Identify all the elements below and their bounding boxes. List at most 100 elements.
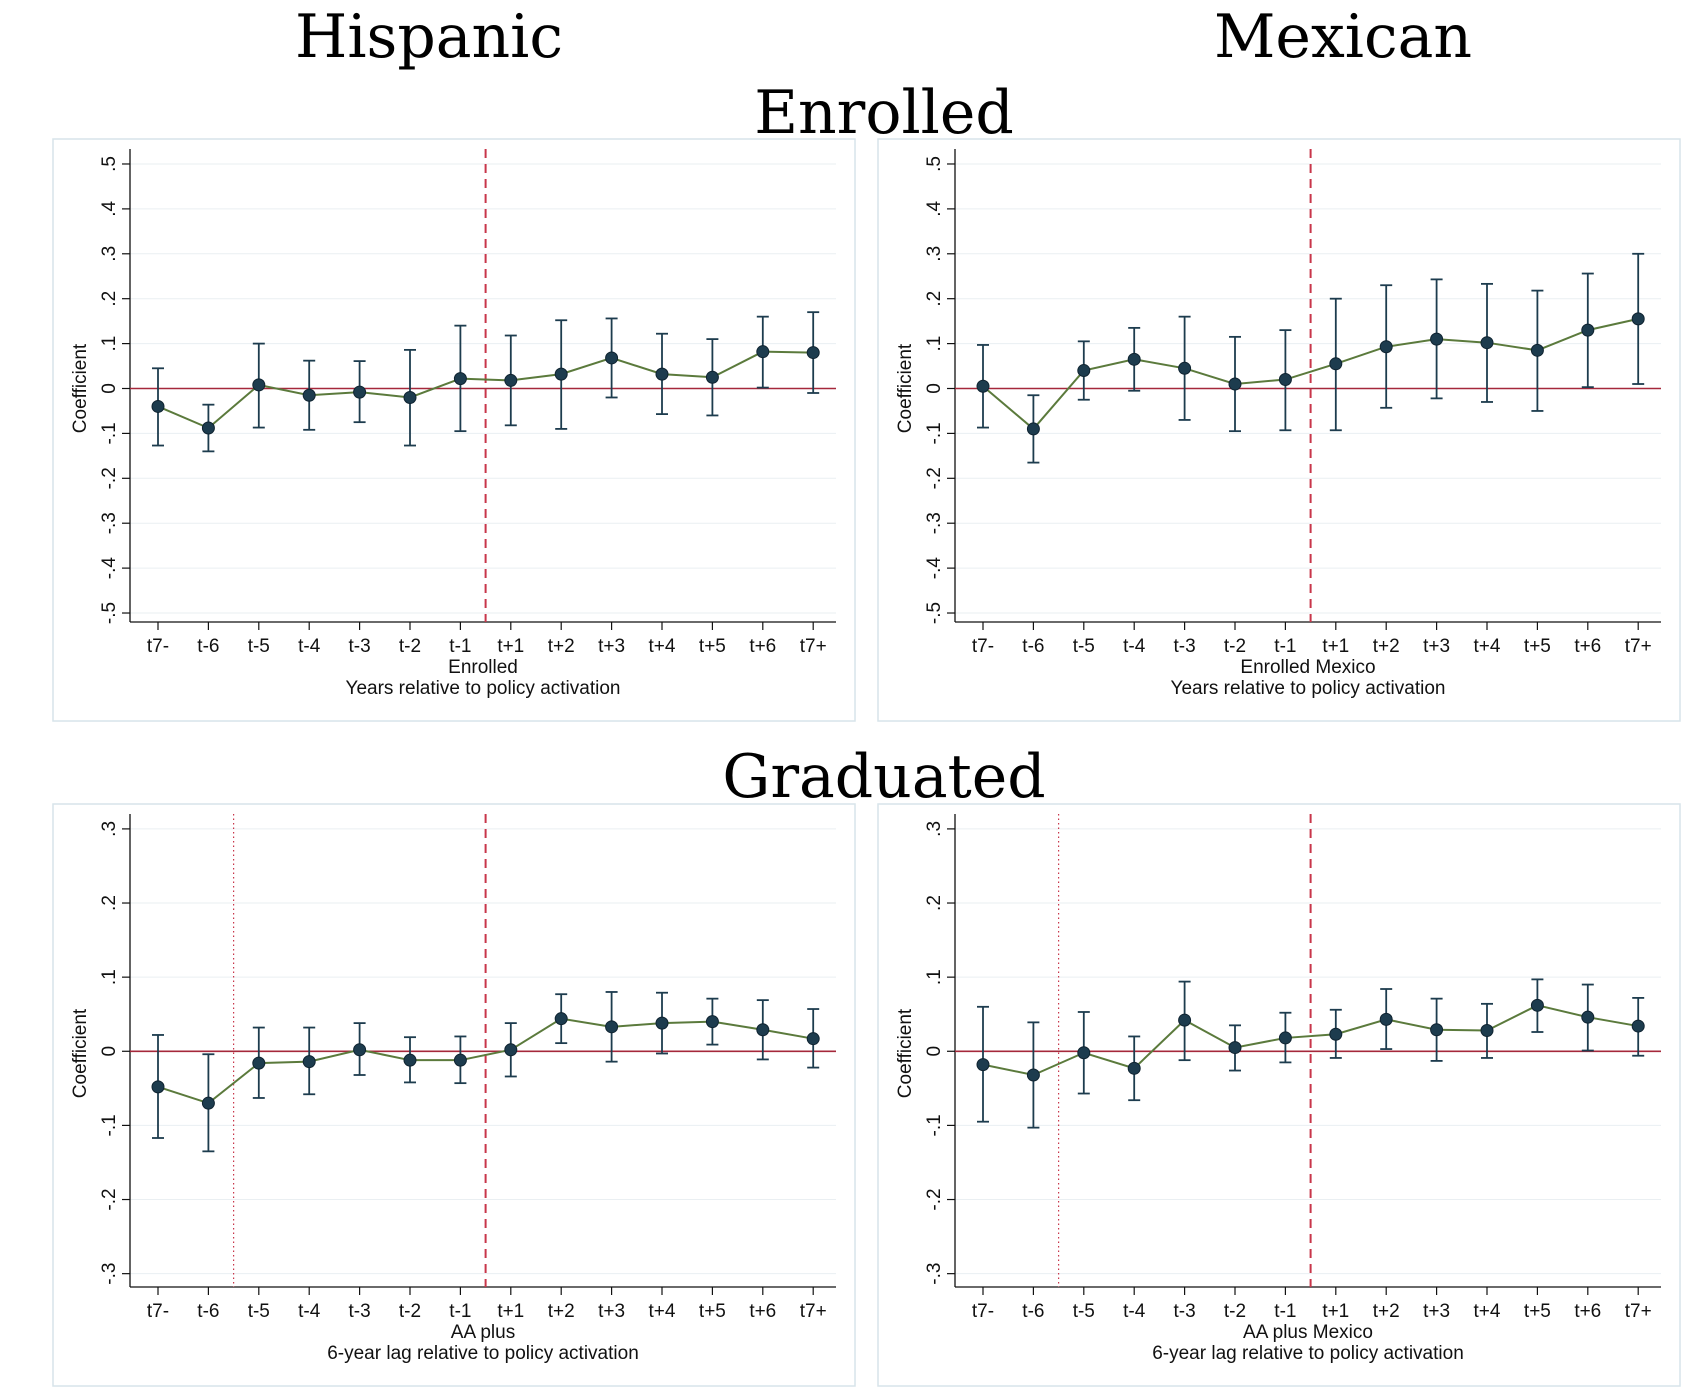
y-tick-label: .1 — [924, 969, 945, 985]
data-point — [1026, 1068, 1040, 1082]
x-tick-label: t-1 — [449, 636, 471, 657]
x-tick-label: t+3 — [598, 1301, 625, 1322]
data-point — [302, 388, 316, 402]
data-point — [1278, 1031, 1292, 1045]
data-point — [1530, 343, 1544, 357]
y-tick-label: -.1 — [99, 1114, 120, 1136]
y-tick-label: .1 — [99, 969, 120, 985]
series-line — [157, 350, 814, 430]
x-tick-label: t+5 — [699, 1301, 726, 1322]
x-tick-label: t-1 — [1274, 1301, 1296, 1322]
x-tick-label: t+1 — [1322, 636, 1349, 657]
x-tick-label: t+3 — [598, 636, 625, 657]
y-axis-label: Coefficient — [895, 343, 916, 433]
heading-graduated: Graduated — [722, 742, 1046, 812]
data-point — [453, 1053, 467, 1067]
y-tick-label: -.4 — [99, 557, 120, 580]
y-tick-label: .2 — [99, 895, 120, 911]
x-tick-label: t-2 — [399, 636, 421, 657]
x-tick-label: t-6 — [1022, 1301, 1044, 1322]
data-point — [1278, 373, 1292, 387]
x-tick-label: t+4 — [649, 1301, 676, 1322]
y-tick-label: .5 — [99, 156, 120, 172]
data-point — [1631, 1019, 1645, 1033]
x-tick-label: t+2 — [548, 1301, 575, 1322]
x-tick-label: t+5 — [1524, 636, 1551, 657]
x-tick-label: t-2 — [1224, 1301, 1246, 1322]
x-tick-label: t7- — [972, 636, 994, 657]
data-point — [453, 372, 467, 386]
y-tick-label: .1 — [99, 336, 120, 352]
x-tick-label: t+4 — [649, 636, 676, 657]
x-tick-label: t+3 — [1423, 1301, 1450, 1322]
y-tick-label: -.5 — [924, 602, 945, 624]
data-point — [1480, 1024, 1494, 1038]
data-point — [302, 1055, 316, 1069]
data-point — [1530, 998, 1544, 1012]
data-point — [403, 1053, 417, 1067]
data-point — [252, 1056, 266, 1070]
data-point — [1026, 422, 1040, 436]
chart-hispanic-enrolled: -.5 -.4 -.3 -.2 -.1 0 .1 .2 .3 .4 .5 t7- t-6 t-5 t-4 t-… — [52, 138, 856, 722]
x-tick-label: t7+ — [800, 636, 827, 657]
x-axis-subtitle: 6-year lag relative to policy activation — [1152, 1343, 1464, 1364]
y-tick-label: .3 — [99, 246, 120, 262]
data-point — [403, 390, 417, 404]
y-tick-label: .4 — [924, 201, 945, 217]
x-axis-label: Enrolled — [448, 657, 518, 678]
x-tick-label: t-5 — [248, 636, 270, 657]
y-tick-label: 0 — [924, 1046, 945, 1057]
x-tick-label: t-4 — [298, 1301, 321, 1322]
data-point — [756, 345, 770, 359]
panel-frame — [52, 138, 856, 722]
data-point — [1430, 1023, 1444, 1037]
x-axis-label: AA plus Mexico — [1243, 1322, 1373, 1343]
y-tick-label: -.2 — [924, 1188, 945, 1210]
y-tick-label: -.3 — [99, 512, 120, 534]
data-point — [1581, 1010, 1595, 1024]
data-point — [1127, 352, 1141, 366]
heading-mexican: Mexican — [1214, 2, 1472, 72]
x-tick-label: t-1 — [1274, 636, 1296, 657]
data-point — [1430, 332, 1444, 346]
data-point — [605, 351, 619, 365]
x-tick-label: t+6 — [1574, 1301, 1601, 1322]
x-tick-label: t7+ — [800, 1301, 827, 1322]
data-point — [756, 1023, 770, 1037]
data-point — [1581, 323, 1595, 337]
data-point — [655, 367, 669, 381]
data-point — [605, 1020, 619, 1034]
y-tick-label: -.3 — [924, 1263, 945, 1285]
data-point — [1127, 1061, 1141, 1075]
x-tick-label: t+2 — [1373, 636, 1400, 657]
data-point — [201, 421, 215, 435]
y-tick-label: -.1 — [99, 422, 120, 444]
x-tick-label: t+5 — [699, 636, 726, 657]
x-tick-label: t+4 — [1474, 1301, 1501, 1322]
data-point — [1228, 1041, 1242, 1055]
data-point — [554, 367, 568, 381]
data-point — [201, 1096, 215, 1110]
x-axis-subtitle: 6-year lag relative to policy activation — [327, 1343, 639, 1364]
x-tick-label: t+3 — [1423, 636, 1450, 657]
data-point — [976, 1058, 990, 1072]
data-point — [353, 385, 367, 399]
chart-hispanic-graduated: -.3 -.2 -.1 0 .1 .2 .3 t7- t-6 t-5 t-4 t-3 t-2 t-1 t+1… — [52, 803, 856, 1387]
y-tick-label: -.2 — [99, 1188, 120, 1210]
x-tick-label: t-2 — [1224, 636, 1246, 657]
y-tick-label: .3 — [99, 821, 120, 837]
heading-enrolled: Enrolled — [754, 78, 1014, 148]
data-point — [806, 1032, 820, 1046]
x-tick-label: t-6 — [197, 636, 219, 657]
x-tick-label: t-2 — [399, 1301, 421, 1322]
x-axis-label: AA plus — [451, 1322, 515, 1343]
y-tick-label: .5 — [924, 156, 945, 172]
data-point — [806, 346, 820, 360]
y-tick-label: .2 — [924, 291, 945, 307]
heading-hispanic: Hispanic — [295, 2, 563, 72]
y-tick-label: .1 — [924, 336, 945, 352]
x-tick-label: t+1 — [497, 1301, 524, 1322]
x-axis-subtitle: Years relative to policy activation — [346, 678, 621, 699]
data-point — [1480, 336, 1494, 350]
y-tick-label: -.4 — [924, 557, 945, 580]
